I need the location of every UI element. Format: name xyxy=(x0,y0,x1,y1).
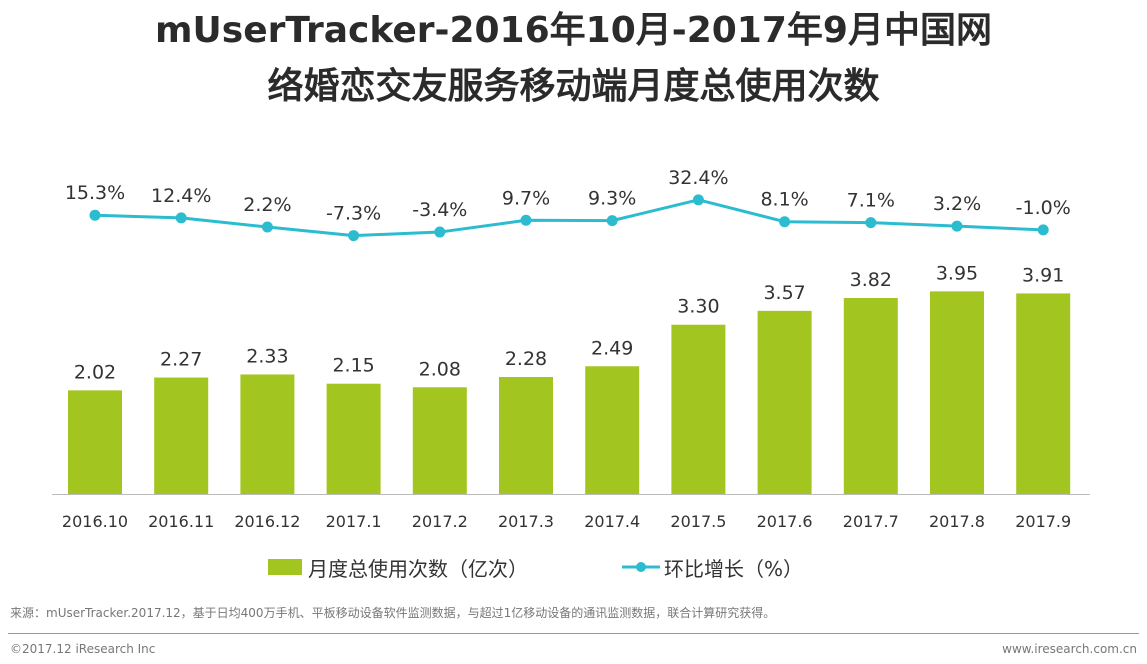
bar-value-label: 2.08 xyxy=(419,358,461,380)
bar-2016.12 xyxy=(240,374,295,494)
bar-2017.4 xyxy=(585,366,640,494)
growth-value-label: 3.2% xyxy=(933,193,981,215)
bar-2017.5 xyxy=(671,324,726,494)
growth-value-label: -1.0% xyxy=(1016,197,1071,219)
x-tick-label: 2017.3 xyxy=(498,512,554,531)
x-tick-label: 2016.12 xyxy=(234,512,300,531)
growth-point-2017.6 xyxy=(779,216,791,228)
growth-value-label: -7.3% xyxy=(326,203,381,225)
bar-2017.8 xyxy=(930,291,984,494)
growth-point-2017.5 xyxy=(692,194,704,206)
legend-item-growth: 环比增长（%） xyxy=(622,552,803,582)
x-tick-label: 2017.6 xyxy=(757,512,813,531)
copyright-text: ©2017.12 iResearch Inc xyxy=(10,642,156,656)
growth-value-label: 2.2% xyxy=(243,194,291,216)
x-tick-label: 2017.1 xyxy=(326,512,382,531)
growth-point-2017.8 xyxy=(951,220,963,232)
growth-value-label: 9.7% xyxy=(502,187,550,209)
legend-label-usage: 月度总使用次数（亿次） xyxy=(308,556,528,581)
growth-value-label: 9.3% xyxy=(588,188,636,210)
bar-value-label: 2.28 xyxy=(505,348,547,370)
growth-value-label: 8.1% xyxy=(760,189,808,211)
growth-value-label: 32.4% xyxy=(668,167,728,189)
x-tick-label: 2017.5 xyxy=(670,512,726,531)
growth-point-2017.9 xyxy=(1037,224,1049,236)
bar-value-label: 2.02 xyxy=(74,361,116,383)
footer-divider xyxy=(8,633,1139,634)
bar-value-label: 3.30 xyxy=(677,296,719,318)
growth-series-line xyxy=(94,198,1044,238)
source-footnote: 来源：mUserTracker.2017.12，基于日均400万手机、平板移动设… xyxy=(10,606,776,620)
chart-title-line-1: mUserTracker-2016年10月-2017年9月中国网 xyxy=(155,10,992,51)
bar-2017.9 xyxy=(1016,293,1071,494)
growth-value-label: 7.1% xyxy=(847,190,895,212)
x-tick-label: 2017.4 xyxy=(584,512,640,531)
chart-title-line-2: 络婚恋交友服务移动端月度总使用次数 xyxy=(267,66,880,107)
growth-point-2017.7 xyxy=(865,217,877,229)
combo-chart: 2.02 2016.10 2.27 2016.11 2.33 2016.12 2.15 201… xyxy=(52,167,1090,531)
bar-value-label: 2.15 xyxy=(332,355,374,377)
bar-2016.10 xyxy=(68,390,122,494)
x-tick-label: 2017.2 xyxy=(412,512,468,531)
growth-point-2017.1 xyxy=(348,230,360,242)
bar-value-label: 3.82 xyxy=(850,269,892,291)
growth-value-label: 12.4% xyxy=(151,185,211,207)
growth-point-2016.10 xyxy=(89,209,101,221)
bar-value-label: 3.95 xyxy=(936,262,978,284)
legend-bar-swatch xyxy=(268,559,302,575)
bar-2017.2 xyxy=(412,387,467,494)
bar-2017.7 xyxy=(843,298,898,494)
legend-item-usage: 月度总使用次数（亿次） xyxy=(268,552,528,582)
legend-line-swatch xyxy=(622,562,660,572)
x-tick-label: 2016.11 xyxy=(148,512,214,531)
growth-point-2017.3 xyxy=(520,214,532,226)
x-tick-label: 2017.9 xyxy=(1015,512,1071,531)
bar-2017.1 xyxy=(326,383,381,494)
x-tick-label: 2016.10 xyxy=(62,512,128,531)
bar-2017.3 xyxy=(499,377,553,494)
x-tick-label: 2017.8 xyxy=(929,512,985,531)
growth-point-2017.2 xyxy=(434,226,446,238)
bar-value-label: 2.27 xyxy=(160,349,202,371)
x-tick-label: 2017.7 xyxy=(843,512,899,531)
growth-point-2017.4 xyxy=(606,215,618,227)
bar-value-label: 3.91 xyxy=(1022,264,1064,286)
website-link[interactable]: www.iresearch.com.cn xyxy=(1002,642,1137,656)
growth-point-2016.11 xyxy=(175,212,187,224)
growth-value-label: -3.4% xyxy=(412,199,467,221)
growth-value-label: 15.3% xyxy=(65,182,125,204)
bar-2017.6 xyxy=(757,310,812,494)
bar-2016.11 xyxy=(154,377,209,494)
growth-point-2016.12 xyxy=(261,221,273,233)
bar-value-label: 2.33 xyxy=(246,345,288,367)
bar-value-label: 2.49 xyxy=(591,337,633,359)
bar-value-label: 3.57 xyxy=(763,282,805,304)
legend-label-growth: 环比增长（%） xyxy=(664,556,804,581)
